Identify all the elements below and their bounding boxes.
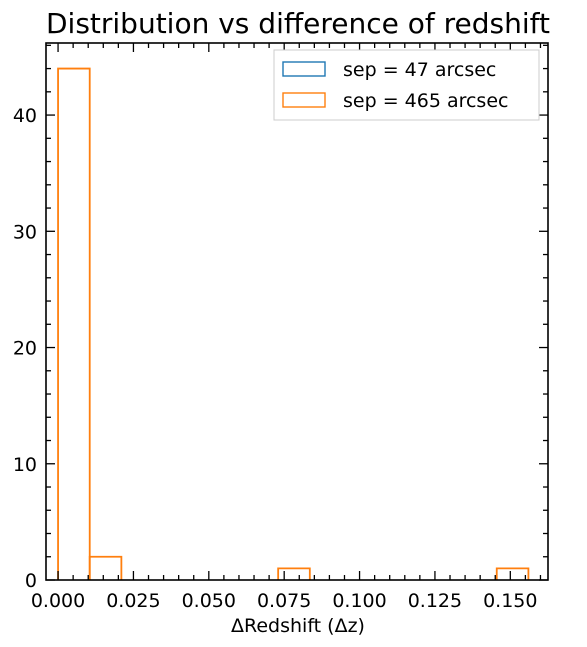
y-tick-label: 30	[13, 221, 37, 243]
legend-swatch-sep-465	[282, 92, 326, 108]
y-tick-label: 40	[13, 105, 37, 127]
y-tick-label: 20	[13, 338, 37, 360]
x-tick-label: 0.050	[182, 590, 236, 612]
x-tick-label: 0.100	[332, 590, 386, 612]
y-tick-label: 0	[25, 570, 37, 592]
legend: sep = 47 arcsec sep = 465 arcsec	[273, 49, 540, 121]
hist-bin-1-1	[88, 555, 123, 580]
hist-bin-1-3	[495, 567, 530, 580]
x-tick-label: 0.150	[483, 590, 537, 612]
x-axis-label: ΔRedshift (Δz)	[231, 615, 365, 637]
chart-title: Distribution vs difference of redshift	[46, 7, 550, 40]
plot-frame	[45, 42, 549, 581]
legend-label-sep-47: sep = 47 arcsec	[343, 59, 496, 81]
hist-bin-1-0	[57, 67, 91, 580]
x-tick-label: 0.075	[257, 590, 311, 612]
series-layer	[57, 67, 530, 580]
y-ticks: 0 10 20 30 40	[13, 44, 548, 592]
x-tick-label: 0.000	[31, 590, 85, 612]
legend-label-sep-465: sep = 465 arcsec	[343, 90, 508, 112]
x-tick-label: 0.125	[408, 590, 462, 612]
y-tick-label: 10	[13, 454, 37, 476]
x-tick-label: 0.025	[106, 590, 160, 612]
hist-bin-1-2	[277, 567, 311, 580]
legend-swatch-sep-47	[282, 61, 326, 77]
x-ticks: 0.000 0.025 0.050 0.075 0.100 0.125 0.150	[31, 43, 542, 612]
